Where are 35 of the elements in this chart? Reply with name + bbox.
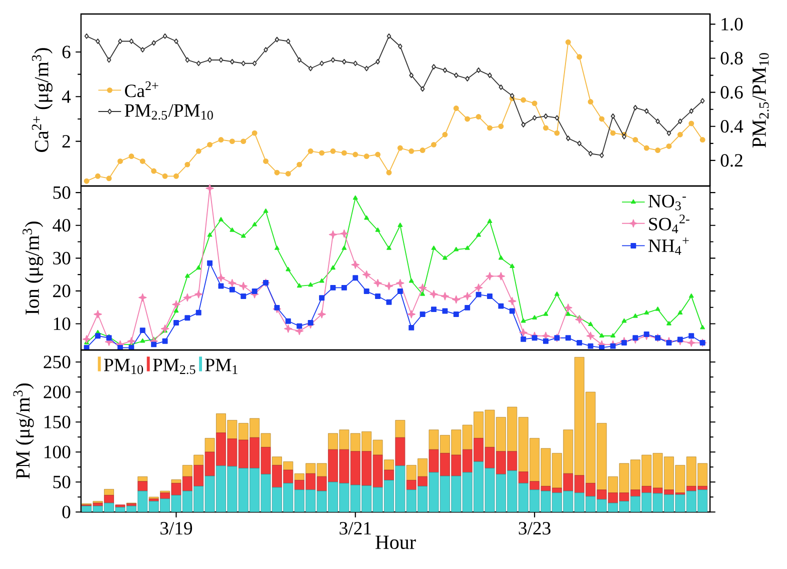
y-tick-label: 250 (44, 356, 70, 368)
y-axis-title: Ion (μg/m$^{3}$) (22, 222, 44, 315)
legend-label: Ca$^{2+}$ (124, 81, 158, 98)
y-tick-label: 50 (53, 476, 70, 488)
legend-label: SO$_{4}$2- (649, 214, 690, 234)
y2-tick-label: 0.6 (720, 86, 743, 99)
legend-label: PM$_{2.5}$ (152, 358, 196, 374)
y-tick-label: 200 (44, 386, 70, 398)
y-tick-label: 150 (44, 416, 70, 428)
y2-tick-label: 0.8 (720, 52, 743, 65)
y2-tick-label: 1.0 (722, 18, 743, 31)
y-tick-label: 30 (53, 252, 70, 264)
y-tick-label: 6 (62, 46, 70, 58)
legend-label: NO$_{3}$- (648, 194, 686, 210)
y-axis-title: Ca$^{2+}$ (μg/m$^{3}$) (32, 48, 52, 152)
legend-label: PM$_{1}$ (205, 358, 238, 374)
y2-tick-label: 0.4 (720, 120, 744, 133)
x-axis-title: Hour (376, 536, 416, 550)
y-tick-label: 50 (53, 186, 70, 199)
y-tick-label: 40 (52, 219, 70, 232)
x-tick-label: 3/23 (518, 522, 550, 535)
y-tick-label: 10 (54, 317, 70, 330)
x-tick-label: 3/19 (160, 522, 192, 535)
y-tick-label: 20 (53, 284, 70, 298)
y-tick-label: 0 (62, 506, 70, 518)
y2-axis-title: PM$_{2.5}$/PM$_{10}$ (752, 53, 769, 148)
y-tick-label: 100 (44, 446, 70, 458)
y-tick-label: 2 (62, 135, 70, 148)
y-axis-title: PM (μg/m$^{3}$) (13, 384, 34, 479)
legend-label: PM$_{2.5}$/PM$_{10}$ (124, 104, 213, 120)
legend-label: PM$_{10}$ (104, 358, 144, 374)
legend-label: NH$_{4}$+ (648, 238, 689, 255)
y-tick-label: 4 (62, 90, 71, 103)
y2-tick-label: 0.2 (720, 154, 742, 167)
x-tick-label: 3/21 (340, 522, 371, 535)
